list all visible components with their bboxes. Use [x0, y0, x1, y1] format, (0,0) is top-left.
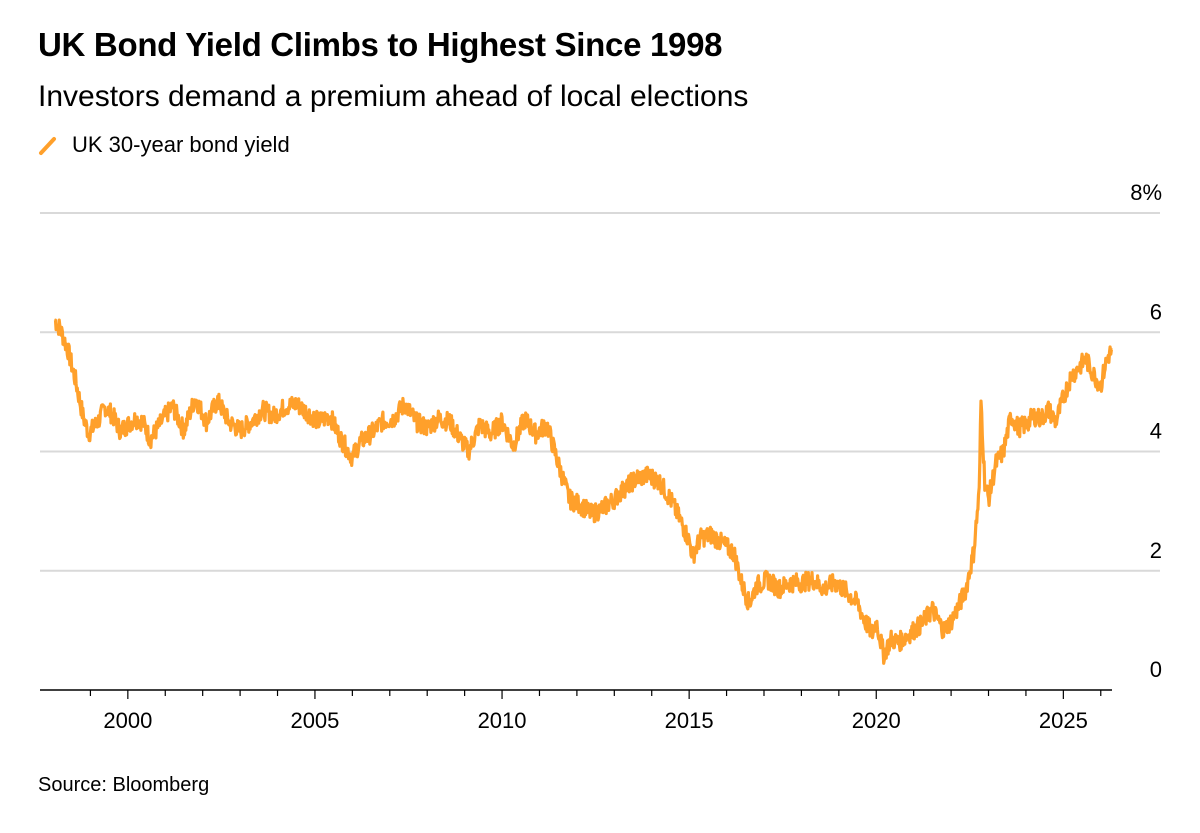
x-axis: 2000 2005 2010 2015 2020 2025: [40, 689, 1112, 733]
y-tick-label: 2: [1150, 538, 1162, 563]
x-tick-label: 2000: [103, 708, 152, 733]
source-note: Source: Bloomberg: [38, 774, 210, 796]
x-tick-label: 2025: [1039, 708, 1088, 733]
y-tick-label: 4: [1150, 419, 1162, 444]
y-tick-label: 6: [1150, 299, 1162, 324]
legend: UK 30-year bond yield: [38, 131, 290, 159]
chart-subtitle: Investors demand a premium ahead of loca…: [38, 80, 749, 113]
x-tick-label: 2015: [665, 708, 714, 733]
x-tick-label: 2010: [478, 708, 527, 733]
chart-title: UK Bond Yield Climbs to Highest Since 19…: [38, 26, 723, 63]
x-tick-label: 2005: [290, 708, 339, 733]
legend-label: UK 30-year bond yield: [72, 132, 290, 157]
y-tick-label: 8%: [1130, 180, 1162, 205]
series-layer: [53, 318, 1114, 665]
series-line-uk-30-year-bond-yield: [53, 318, 1114, 665]
line-swatch-icon: [38, 134, 60, 156]
x-tick-label: 2020: [852, 708, 901, 733]
gridlines: [40, 212, 1160, 572]
y-axis-labels: 0 2 4 6 8%: [1130, 180, 1162, 682]
y-tick-label: 0: [1150, 657, 1162, 682]
